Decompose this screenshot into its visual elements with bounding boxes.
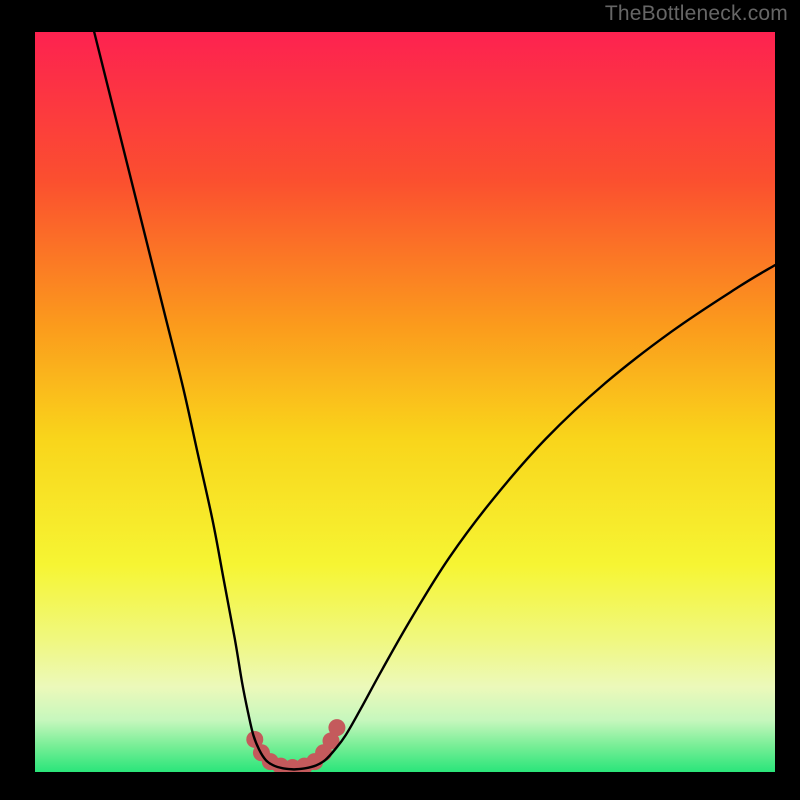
watermark-text: TheBottleneck.com <box>605 2 788 26</box>
gradient-background <box>35 32 775 772</box>
chart-root: TheBottleneck.com <box>0 0 800 800</box>
chart-svg <box>35 32 775 772</box>
plot-area <box>35 32 775 772</box>
marker-dot <box>328 719 345 736</box>
